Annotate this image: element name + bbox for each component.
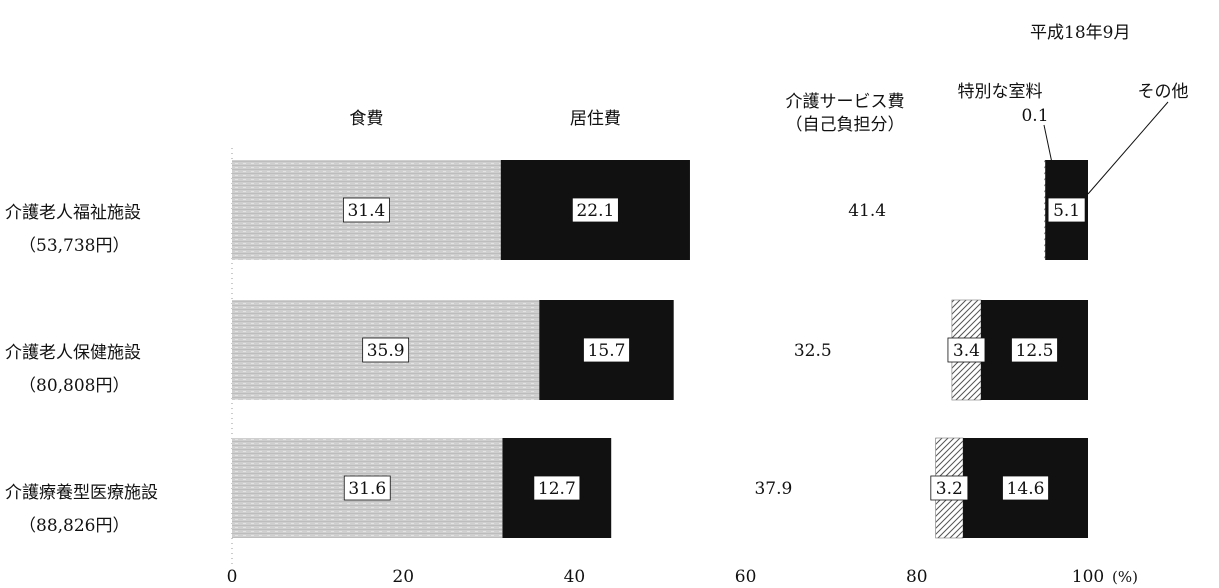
legend-food: 食費 — [349, 109, 383, 129]
data-label-food-box — [343, 475, 391, 501]
data-label-room-box — [930, 475, 969, 501]
data-label-housing-box — [583, 337, 630, 363]
legend-other: その他 — [1138, 82, 1189, 102]
data-label-other: 12.5 — [1016, 341, 1054, 361]
date-label: 平成18年9月 — [1030, 23, 1131, 43]
data-label-service: 41.4 — [848, 201, 886, 221]
data-label-room-box — [947, 337, 986, 363]
data-label-housing: 15.7 — [588, 341, 626, 361]
legend-special-room: 特別な室料 — [958, 82, 1043, 102]
data-label-service: 37.9 — [754, 479, 792, 499]
category-amount: （80,808円） — [19, 376, 130, 396]
legend-service-sub: （自己負担分） — [786, 115, 905, 135]
x-tick-label: 40 — [564, 567, 586, 587]
category-name: 介護老人福祉施設 — [5, 203, 141, 223]
x-tick-label: 0 — [227, 567, 238, 587]
data-label-food-box — [362, 337, 410, 363]
category-amount: （88,826円） — [19, 516, 130, 536]
data-label-food-box — [342, 197, 390, 223]
data-label-food: 35.9 — [367, 341, 405, 361]
data-label-other-box — [1002, 475, 1049, 501]
legend-service: 介護サービス費 — [786, 92, 905, 112]
bar-special-room — [1044, 160, 1046, 260]
data-label-housing-box — [571, 197, 619, 223]
data-label-housing: 12.7 — [538, 479, 576, 499]
leader-line-other — [1087, 101, 1169, 195]
data-label-housing-box — [533, 475, 581, 501]
data-label-food: 31.4 — [347, 201, 385, 221]
data-label-room: 3.2 — [936, 479, 963, 499]
x-tick-label: 60 — [735, 567, 757, 587]
x-tick-label: 80 — [906, 567, 928, 587]
data-label-other-box — [1011, 337, 1058, 363]
category-amount: （53,738円） — [19, 236, 130, 256]
category-label-1: 介護老人福祉施設 （53,738円） — [5, 198, 225, 256]
data-label-room-1: 0.1 — [1021, 106, 1048, 126]
x-tick-label: 100 — [1072, 567, 1104, 587]
data-label-other: 14.6 — [1007, 479, 1045, 499]
data-label-other-box — [1047, 197, 1086, 223]
legend-housing: 居住費 — [570, 109, 621, 129]
x-unit-label: (%) — [1112, 568, 1138, 586]
data-label-service: 32.5 — [794, 341, 832, 361]
x-tick-label: 20 — [392, 567, 414, 587]
category-name: 介護療養型医療施設 — [5, 483, 158, 503]
leader-line-room — [1043, 124, 1053, 164]
data-label-room: 3.4 — [953, 341, 980, 361]
data-label-housing: 22.1 — [576, 201, 614, 221]
category-name: 介護老人保健施設 — [5, 343, 141, 363]
category-label-3: 介護療養型医療施設 （88,826円） — [5, 478, 225, 536]
data-label-food: 31.6 — [348, 479, 386, 499]
data-label-other: 5.1 — [1053, 201, 1080, 221]
category-label-2: 介護老人保健施設 （80,808円） — [5, 338, 225, 396]
